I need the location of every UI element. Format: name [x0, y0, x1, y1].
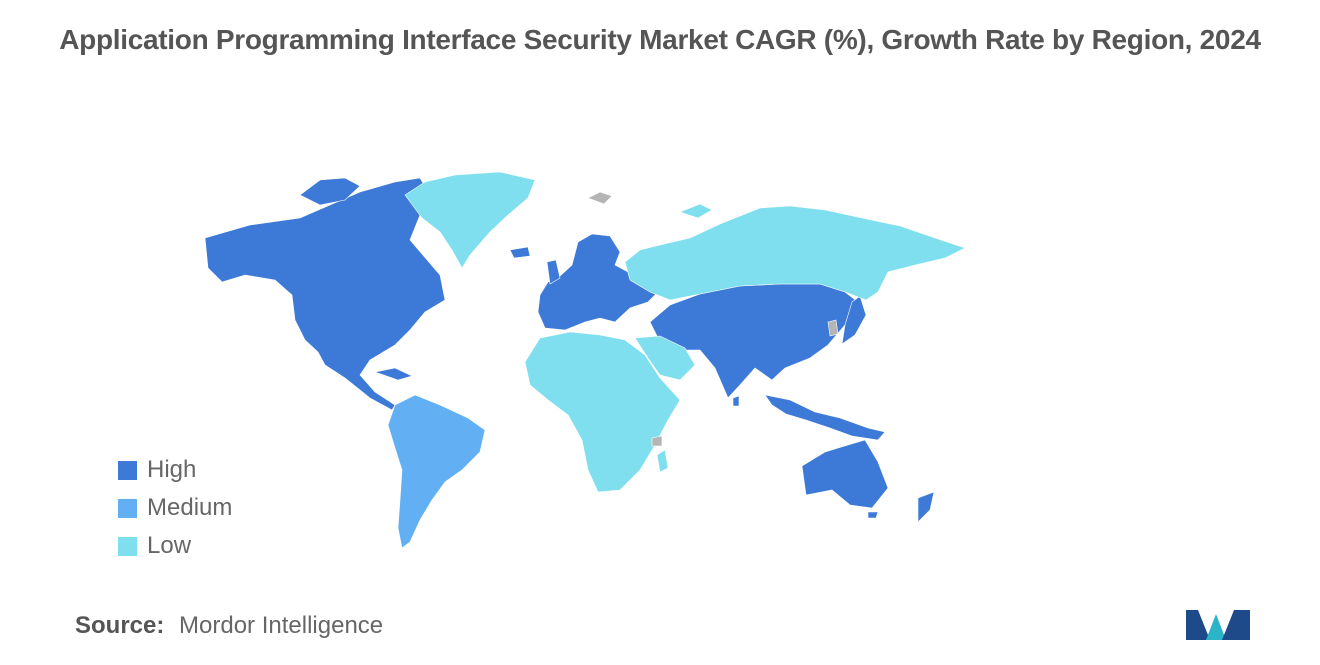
region-korea [827, 319, 839, 337]
region-new-zealand [917, 491, 935, 523]
region-greenland [404, 171, 536, 269]
map-legend: High Medium Low [118, 451, 232, 565]
legend-item-medium: Medium [118, 489, 232, 527]
legend-swatch-high [118, 460, 137, 480]
region-asia [649, 283, 859, 399]
region-high [204, 177, 935, 523]
region-svalbard [587, 191, 613, 205]
region-horn-of-africa [651, 435, 663, 447]
region-south-america [387, 394, 486, 549]
region-madagascar [656, 449, 669, 473]
region-africa [524, 331, 681, 493]
region-uk [546, 259, 561, 285]
region-russia [624, 205, 966, 301]
region-low [404, 171, 966, 493]
mordor-intelligence-logo-icon [1186, 610, 1250, 640]
legend-label-high: High [147, 456, 197, 483]
legend-label-low: Low [147, 532, 192, 559]
legend-swatch-low [118, 536, 137, 556]
region-southeast-asia [764, 394, 886, 441]
region-iceland [509, 246, 531, 259]
region-north-america [204, 177, 446, 411]
region-medium [387, 394, 486, 549]
legend-item-high: High [118, 451, 232, 489]
legend-item-low: Low [118, 527, 232, 565]
region-australia [801, 439, 889, 509]
source-value: Mordor Intelligence [179, 612, 384, 639]
source-note: Source: Mordor Intelligence [75, 612, 383, 640]
legend-label-medium: Medium [147, 494, 233, 521]
region-no-data [587, 191, 839, 447]
chart-title: Application Programming Interface Securi… [59, 24, 1261, 55]
region-tasmania [867, 511, 879, 519]
region-russia-islands [679, 203, 713, 219]
source-key: Source: [75, 612, 165, 639]
region-canada-islands [299, 177, 361, 206]
region-sri-lanka [732, 395, 740, 407]
legend-swatch-medium [118, 498, 137, 518]
region-caribbean [373, 367, 413, 381]
region-middle-east [634, 335, 696, 381]
